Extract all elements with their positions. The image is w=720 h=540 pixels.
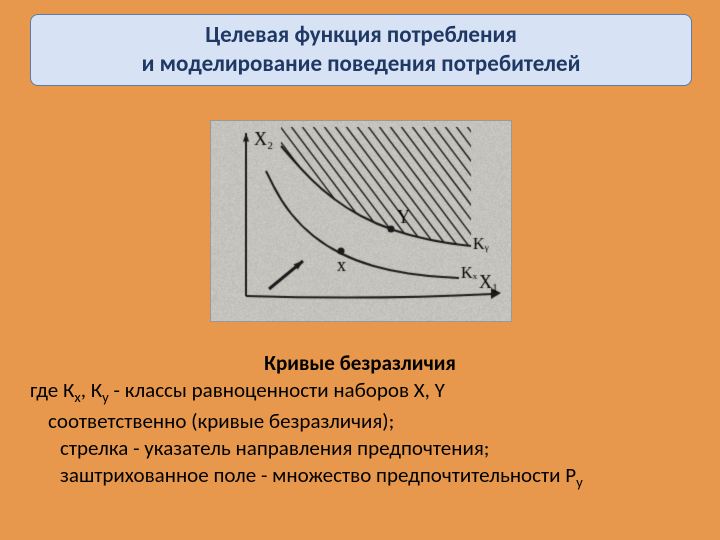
caption-title: Кривые безразличия [30,350,690,377]
title-text: Целевая функция потребления и моделирова… [142,21,581,79]
caption-block: Кривые безразличия где Кх, Ку - классы р… [30,350,690,492]
caption-line4: заштрихованное поле - множество предпочт… [30,462,690,492]
caption-line1: где Кх, Ку - классы равноценности наборо… [30,377,690,407]
caption-line2: соответственно (кривые безразличия); [30,408,690,435]
indifference-chart [210,120,512,322]
title-line1: Целевая функция потребления [205,21,517,49]
title-box: Целевая функция потребления и моделирова… [30,14,692,86]
title-line2: и моделирование поведения потребителей [142,50,581,78]
chart-canvas [211,121,511,321]
caption-line3: стрелка - указатель направления предпочт… [30,435,690,462]
